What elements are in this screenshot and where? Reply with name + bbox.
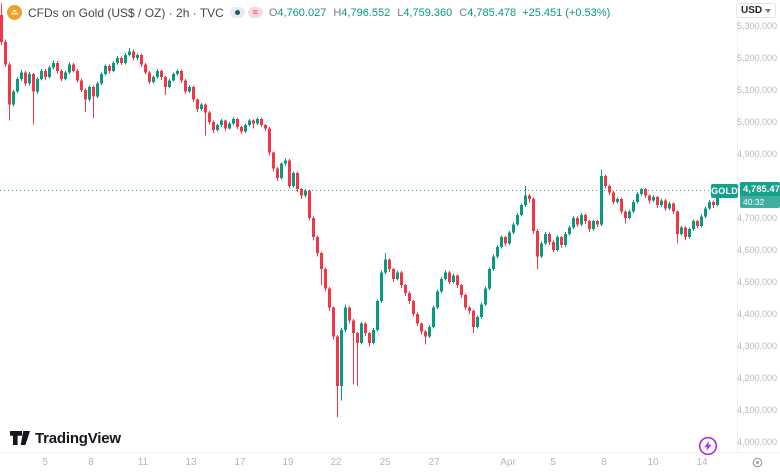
open-value: 4,760.027 [277, 6, 327, 19]
time-tick-label: 5 [42, 457, 48, 468]
bar-countdown: 40:32 [740, 196, 780, 208]
tradingview-logo[interactable]: TradingView [10, 430, 121, 447]
price-tick-label: 4,200.000 [736, 373, 777, 383]
last-price-value: 4,785.478 [740, 182, 780, 196]
price-tick-label: 4,100.000 [736, 405, 777, 415]
price-tick-label: 4,500.000 [736, 277, 777, 287]
delayed-data-icon[interactable]: ≈ [247, 7, 263, 18]
ohlc-values: O 4,760.027 H 4,796.552 L 4,759.360 C 4,785.… [269, 7, 516, 19]
time-tick-label: 19 [282, 457, 294, 468]
price-tick-label: 4,900.000 [736, 149, 777, 159]
time-tick-label: 5 [550, 457, 556, 468]
price-tick-label: 4,400.000 [736, 309, 777, 319]
price-tick-label: 5,000.000 [736, 117, 777, 127]
time-tick-label: 25 [379, 457, 391, 468]
gold-symbol-icon [7, 5, 22, 20]
price-tick-label: 4,000.000 [736, 437, 777, 447]
time-tick-label: 11 [137, 457, 149, 468]
high-label: H [333, 6, 342, 19]
price-tick-label: 5,300.000 [736, 21, 777, 31]
time-tick-label: 13 [185, 457, 197, 468]
currency-selector[interactable]: USD [736, 3, 776, 18]
time-tick-label: 22 [330, 457, 342, 468]
price-tick-label: 4,700.000 [736, 213, 777, 223]
low-label: L [397, 6, 404, 19]
scale-settings-gear-icon[interactable] [751, 456, 764, 469]
time-tick-label: Apr [500, 457, 516, 468]
low-value: 4,759.360 [403, 6, 453, 19]
market-status-dot-icon [234, 10, 240, 15]
close-value: 4,785.478 [467, 6, 517, 19]
lightning-bolt-icon [704, 440, 712, 452]
time-tick-label: 27 [428, 457, 440, 468]
time-tick-label: 8 [601, 457, 607, 468]
price-tick-label: 4,300.000 [736, 341, 777, 351]
time-tick-label: 17 [234, 457, 246, 468]
open-label: O [268, 6, 278, 19]
symbol-header: CFDs on Gold (US$ / OZ) · 2h · TVC ≈ O 4,… [7, 4, 610, 21]
time-tick-label: 10 [647, 457, 659, 468]
price-axis[interactable]: 5,300.000 5,200.000 5,100.000 5,000.000 4,90… [737, 0, 780, 452]
chevron-down-icon [765, 8, 771, 13]
close-label: C [459, 6, 468, 19]
time-tick-label: 14 [696, 457, 708, 468]
market-status-icon[interactable] [229, 7, 245, 18]
price-tick-label: 5,100.000 [736, 85, 777, 95]
last-price-tag: 4,785.478 40:32 [740, 182, 780, 208]
symbol-title[interactable]: CFDs on Gold (US$ / OZ) · 2h · TVC [28, 5, 224, 20]
tradingview-wordmark: TradingView [35, 430, 121, 447]
tradingview-mark-icon [10, 431, 30, 445]
time-tick-label: 8 [88, 457, 94, 468]
symbol-price-badge: GOLD [711, 184, 738, 198]
boost-button[interactable] [698, 436, 718, 456]
time-axis[interactable]: 5 8 11 13 17 19 22 25 27 Apr 5 8 10 14 [0, 452, 780, 472]
price-tick-label: 5,200.000 [736, 53, 777, 63]
price-tick-label: 4,600.000 [736, 245, 777, 255]
change-value: +25.451 (+0.53%) [522, 6, 611, 19]
high-value: 4,796.552 [341, 6, 391, 19]
currency-label: USD [741, 5, 763, 16]
